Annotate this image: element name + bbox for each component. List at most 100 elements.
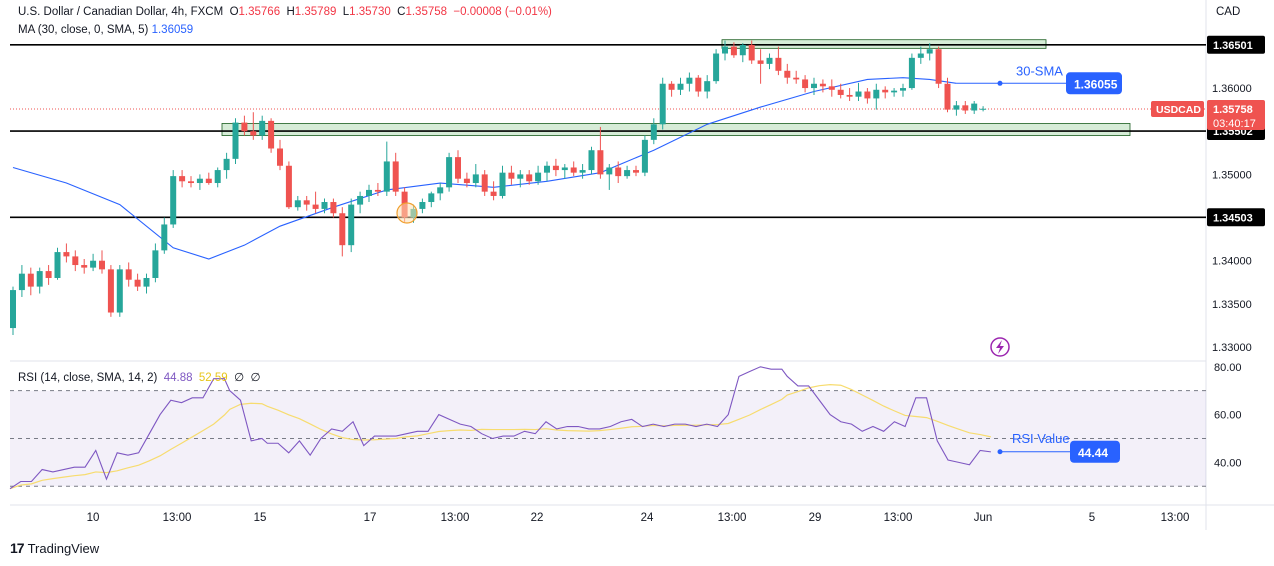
time-tick-label: 5: [1089, 512, 1095, 524]
rsi-tick-label: 40.00: [1214, 457, 1242, 469]
candle-body: [882, 89, 889, 93]
candle-body: [624, 170, 631, 177]
price-tick-label: 1.36000: [1212, 83, 1252, 95]
candle-body: [668, 83, 675, 90]
price-tick-label: 1.33500: [1212, 299, 1252, 311]
rsi-band-fill: [10, 390, 1206, 487]
candle-body: [615, 167, 622, 177]
candle-body: [775, 57, 782, 71]
candle-body: [455, 157, 461, 179]
candle-body: [205, 178, 212, 184]
candle-body: [766, 57, 773, 64]
rsi-line: [9, 366, 991, 490]
candle-body: [285, 165, 292, 208]
candle-body: [179, 176, 186, 182]
close-value: 1.35758: [405, 6, 448, 18]
swing-low-marker: [396, 202, 418, 224]
time-tick-label: 10: [87, 512, 100, 524]
low-label: L: [342, 6, 350, 18]
candle-body: [232, 122, 239, 159]
rsi-value-box: [1070, 440, 1120, 463]
candle-body: [54, 252, 61, 278]
time-tick-label: 13:00: [441, 512, 470, 524]
candle-body: [864, 91, 871, 99]
time-tick-label: 15: [254, 512, 267, 524]
candle-body: [552, 165, 559, 171]
open-label: O: [229, 6, 239, 18]
candle-body: [143, 277, 150, 287]
ma-legend[interactable]: MA (30, close, 0, SMA, 5) 1.36059: [18, 24, 193, 36]
candle-body: [116, 269, 123, 313]
candle-body: [819, 83, 826, 87]
time-tick-label: 13:00: [884, 512, 913, 524]
lightning-bolt-shape: [996, 340, 1004, 354]
rsi-legend-null-2: ∅: [250, 372, 261, 384]
candle-body: [606, 167, 613, 175]
rsi-legend-rsi-value: 44.88: [163, 372, 193, 384]
candle-body: [321, 202, 328, 209]
candle-body: [357, 195, 364, 205]
candle-body: [419, 202, 426, 209]
rsi-legend[interactable]: RSI (14, close, SMA, 14, 2) 44.88 52.59 …: [18, 370, 261, 384]
chart-header: U.S. Dollar / Canadian Dollar, 4h, FXCM …: [18, 6, 552, 18]
candle-body: [268, 120, 275, 149]
candle-body: [793, 77, 800, 80]
last-price-tag: [1207, 99, 1265, 130]
candle-body: [392, 161, 399, 192]
candle-body: [499, 172, 506, 196]
candle-body: [99, 260, 105, 270]
candle-body: [588, 150, 595, 171]
candle-body: [900, 88, 906, 91]
candle-countdown: 03:40:17: [1213, 118, 1256, 130]
candle-body: [944, 83, 951, 110]
candle-body: [18, 273, 25, 291]
candle-body: [374, 189, 381, 192]
candle-body: [917, 53, 924, 58]
candle-body: [188, 181, 194, 184]
price-tick-label: 1.34000: [1212, 256, 1252, 268]
support-zone: [221, 123, 1131, 136]
candle-body: [802, 79, 809, 89]
candle-body: [597, 150, 604, 175]
sma-value-box: [1066, 72, 1122, 95]
currency-label: CAD: [1216, 6, 1241, 18]
candle-body: [855, 91, 862, 97]
candle-body: [508, 172, 515, 179]
candle-body: [294, 200, 301, 208]
level-price-label: 1.36501: [1213, 40, 1253, 52]
rsi-value-annotation-label: RSI Value: [1012, 431, 1070, 446]
tradingview-logo[interactable]: 17 TradingView: [10, 540, 99, 556]
low-value: 1.35730: [349, 6, 391, 18]
candle-body: [971, 103, 978, 111]
candle-body: [722, 46, 728, 54]
candle-body: [152, 250, 159, 278]
level-price-tag: [1207, 208, 1265, 227]
candle-body: [650, 124, 657, 140]
candle-body: [81, 265, 88, 268]
level-price-tag: [1207, 35, 1265, 54]
candle-body: [846, 94, 853, 97]
candle-body: [214, 170, 221, 184]
candle-body: [383, 161, 390, 192]
candle-body: [837, 89, 844, 95]
last-price-value: 1.35758: [1213, 104, 1253, 116]
time-tick-label: 17: [364, 512, 377, 524]
candle-body: [526, 174, 533, 182]
candle-body: [873, 89, 880, 99]
candle-body: [739, 44, 746, 56]
candle-body: [490, 191, 497, 196]
candle-body: [10, 290, 16, 329]
rsi-legend-label: RSI (14, close, SMA, 14, 2): [18, 372, 158, 384]
high-value: 1.35789: [294, 6, 337, 18]
candle-body: [107, 269, 114, 313]
rsi-tick-label: 60.00: [1214, 410, 1242, 422]
candle-body: [348, 204, 355, 246]
rsi-value-text: 44.44: [1078, 446, 1108, 460]
candle-body: [170, 176, 177, 225]
candle-body: [953, 105, 960, 110]
candle-body: [641, 139, 648, 173]
candle-body: [517, 174, 524, 179]
sma-annotation-label: 30-SMA: [1016, 63, 1063, 78]
sma-callout-dot: [997, 80, 1003, 86]
